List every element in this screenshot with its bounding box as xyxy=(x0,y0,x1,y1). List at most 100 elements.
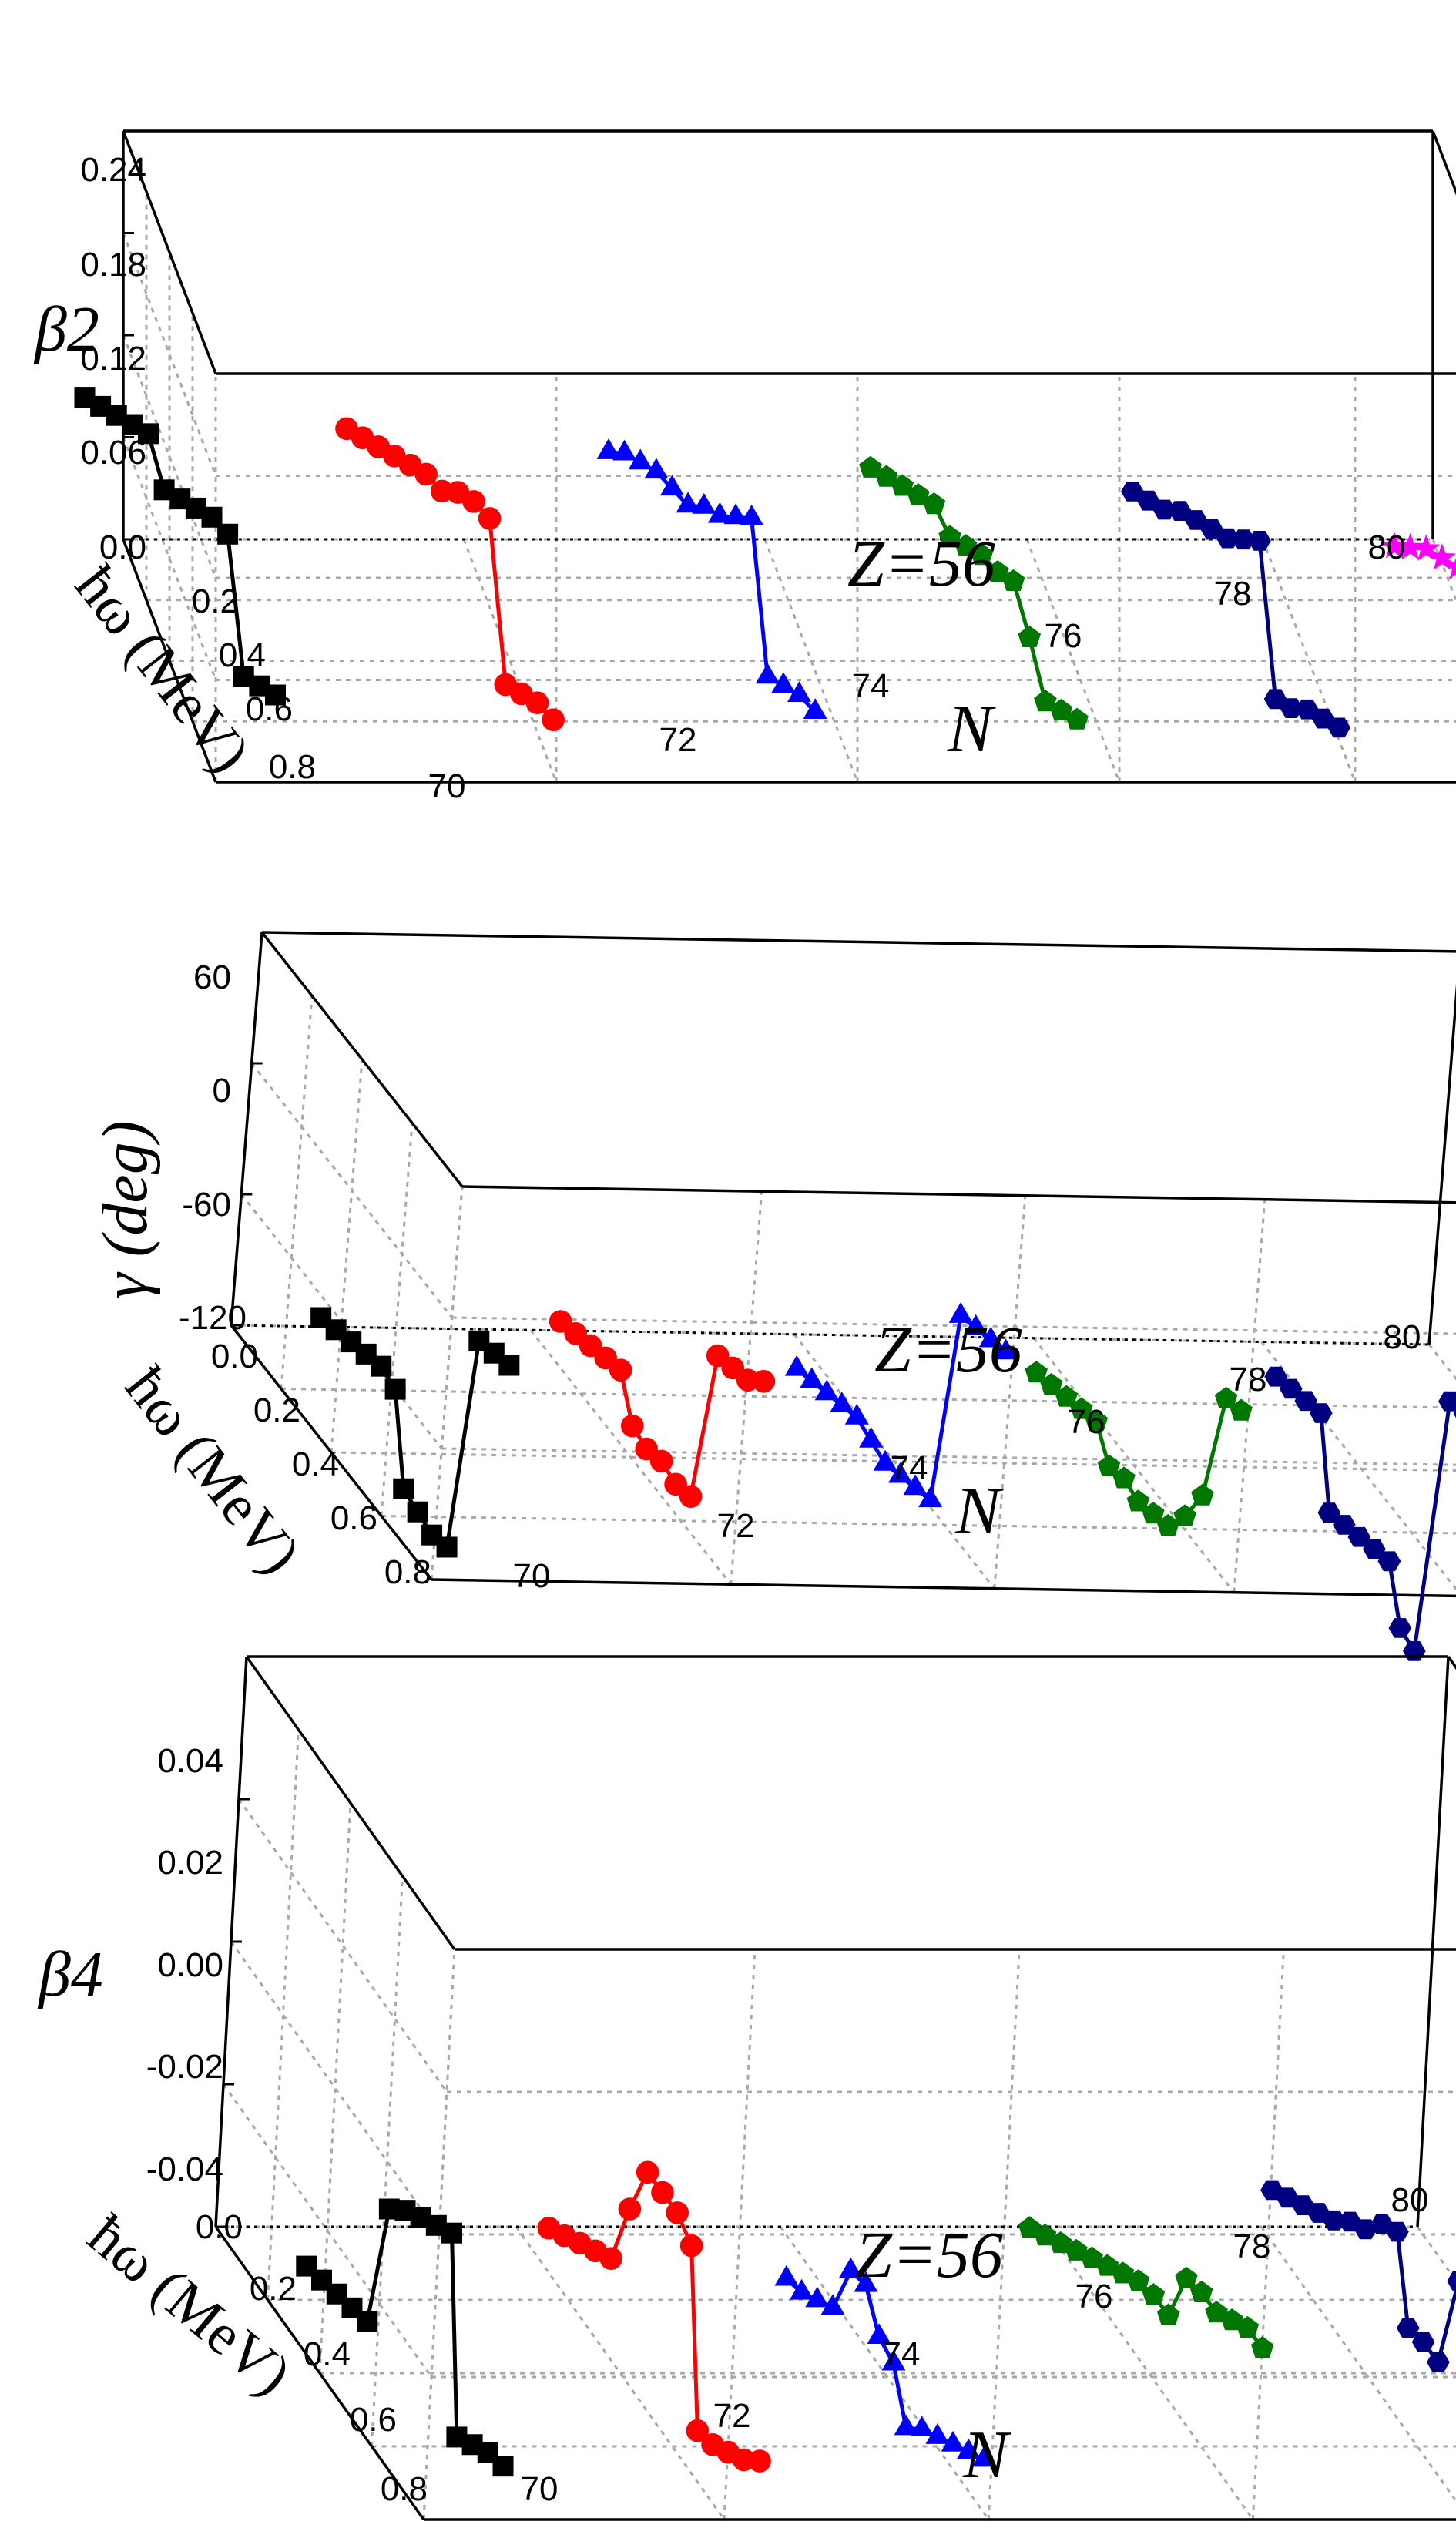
beta4-z-ticks: 0.0 0.2 0.4 0.6 0.8 xyxy=(196,2208,428,2508)
data-point xyxy=(564,1321,587,1345)
box-edge xyxy=(260,931,464,1188)
data-point xyxy=(787,681,811,702)
data-point xyxy=(1126,2269,1150,2291)
box-edge xyxy=(122,539,217,783)
data-point xyxy=(1142,1502,1165,1524)
data-point xyxy=(1214,1386,1238,1408)
gamma-x-tick: 78 xyxy=(1230,1361,1267,1398)
gamma-x-tick: 70 xyxy=(513,1557,551,1595)
series-78 xyxy=(1121,482,1350,738)
data-point xyxy=(1097,1454,1121,1476)
data-point xyxy=(1232,529,1256,550)
data-point xyxy=(265,684,286,706)
data-point xyxy=(1156,2303,1180,2325)
gamma-z-tick: 0.2 xyxy=(253,1392,300,1429)
data-point xyxy=(1069,1397,1093,1419)
data-point xyxy=(1055,1385,1079,1407)
beta2-y-tick: 0.12 xyxy=(80,340,146,378)
data-point xyxy=(1309,1403,1333,1423)
series-76 xyxy=(1025,1361,1253,1536)
gamma-y-tick: -60 xyxy=(182,1186,231,1224)
grid-line xyxy=(122,334,217,579)
data-point xyxy=(542,708,565,732)
data-point xyxy=(407,1501,428,1523)
data-point xyxy=(964,1314,988,1335)
data-point xyxy=(820,2294,845,2315)
box-edge xyxy=(261,931,1456,953)
data-point xyxy=(838,2257,863,2278)
beta2-y-axis-label: β2 xyxy=(33,294,99,365)
data-point xyxy=(1126,1489,1150,1512)
box-edge xyxy=(230,932,263,1326)
data-point xyxy=(1025,1361,1048,1383)
data-point xyxy=(1039,1372,1063,1395)
data-point xyxy=(1142,2283,1166,2305)
data-point xyxy=(941,2430,965,2452)
beta2-x-tick: 76 xyxy=(1045,617,1082,655)
beta2-x-tick: 72 xyxy=(659,721,697,759)
data-point xyxy=(664,1472,687,1496)
beta4-y-tick: 0.04 xyxy=(157,1742,223,1780)
data-point xyxy=(803,698,827,719)
data-point xyxy=(706,1344,730,1368)
data-point xyxy=(970,543,994,566)
data-point xyxy=(873,1449,897,1471)
data-point xyxy=(721,1356,745,1380)
data-point xyxy=(357,2311,378,2332)
data-point xyxy=(1175,2266,1198,2288)
data-point xyxy=(1411,2332,1435,2352)
data-point xyxy=(599,2247,622,2270)
data-point xyxy=(679,2234,703,2258)
gamma-y-tick: 0 xyxy=(213,1072,231,1110)
data-point xyxy=(1173,1504,1196,1526)
beta2-z-ticks: 0.2 0.4 0.6 0.8 xyxy=(192,582,316,786)
gamma-z-label: Z=56 xyxy=(874,1312,1022,1386)
data-point xyxy=(874,465,898,487)
beta4-y-tick: -0.02 xyxy=(146,2048,223,2086)
data-point xyxy=(881,2349,906,2371)
data-point xyxy=(771,672,796,693)
beta2-x-tick: 74 xyxy=(852,667,890,705)
data-point xyxy=(1191,1483,1214,1506)
beta2-x-ticks: 70 72 74 76 78 80 xyxy=(428,529,1406,805)
data-point xyxy=(867,2323,891,2344)
beta2-panel: 0.24 0.18 0.12 0.06 0.0 0.2 0.4 0.6 0.8 … xyxy=(33,129,1456,805)
data-point xyxy=(1189,2280,1213,2302)
beta2-z-tick: 0.8 xyxy=(269,748,316,786)
beta2-y-tick: 0.06 xyxy=(80,434,146,472)
data-point xyxy=(666,2201,689,2224)
data-point xyxy=(1001,569,1025,591)
data-point xyxy=(594,1346,618,1370)
beta2-frame xyxy=(122,129,1456,784)
beta4-x-tick: 70 xyxy=(521,2470,559,2508)
gamma-x-ticks: 70 72 74 76 78 80 xyxy=(513,1318,1421,1595)
data-point xyxy=(393,1478,414,1499)
data-point xyxy=(800,1367,824,1388)
beta4-z-tick: 0.6 xyxy=(350,2401,397,2439)
data-point xyxy=(752,1369,776,1393)
gamma-z-tick: 0.4 xyxy=(292,1445,339,1483)
gamma-z-tick: 0.8 xyxy=(384,1553,431,1591)
data-point xyxy=(579,1334,602,1358)
gamma-y-axis-label: γ (deg) xyxy=(89,1120,161,1298)
data-point xyxy=(1250,2336,1274,2358)
beta4-x-tick: 72 xyxy=(713,2397,751,2435)
box-edge xyxy=(431,1578,1456,1598)
data-point xyxy=(1447,2271,1456,2291)
beta4-z-tick: 0.4 xyxy=(304,2335,351,2373)
data-point xyxy=(1327,717,1350,738)
data-point xyxy=(1216,528,1240,549)
data-point xyxy=(790,2278,814,2300)
data-point xyxy=(978,1326,1003,1348)
beta4-z-tick: 0.2 xyxy=(250,2270,297,2308)
data-point xyxy=(635,1437,658,1461)
data-point xyxy=(371,1355,392,1377)
grid-line xyxy=(122,436,217,681)
data-point xyxy=(421,1524,443,1546)
beta2-z-label: Z=56 xyxy=(847,526,995,600)
grid-line xyxy=(1025,539,1121,783)
gamma-y-tick: 60 xyxy=(193,958,231,996)
beta2-y-tick: 0.18 xyxy=(80,246,146,284)
data-point xyxy=(903,1474,928,1496)
